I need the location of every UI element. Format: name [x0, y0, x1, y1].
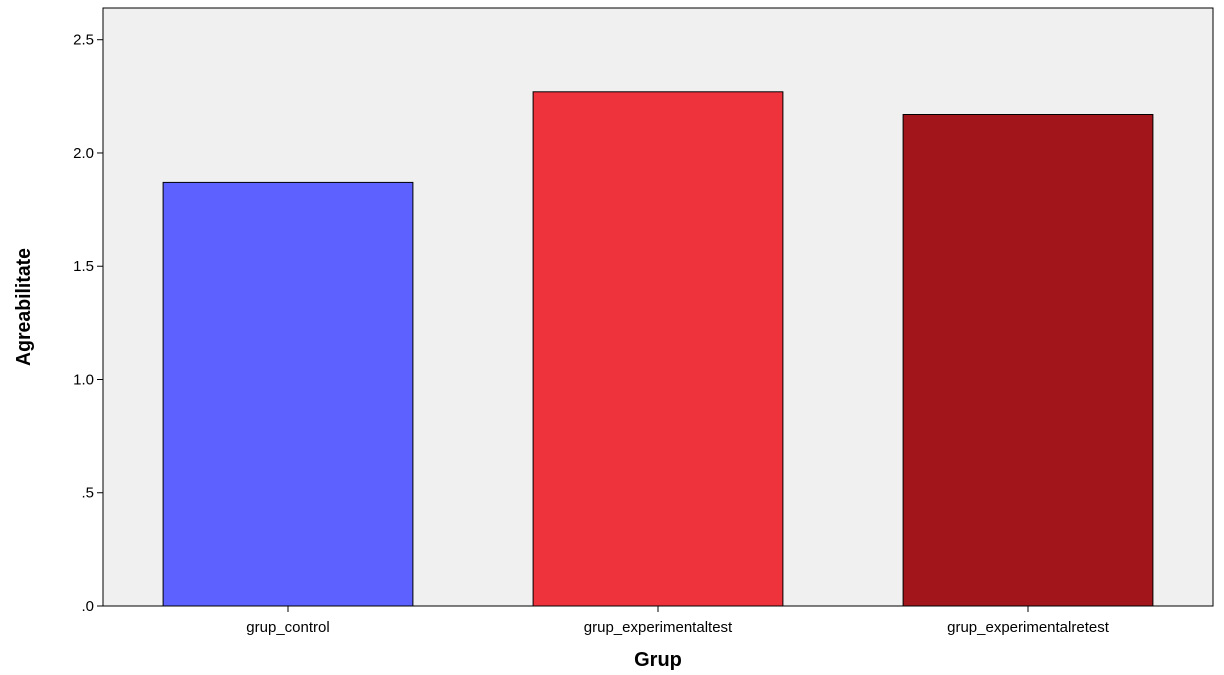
y-tick-label: 2.0	[73, 145, 94, 162]
bars-group	[162, 91, 1154, 607]
bar-grup_experimentalretest	[902, 114, 1154, 607]
y-tick-label: .0	[81, 598, 94, 615]
y-tick-label: 1.0	[73, 371, 94, 388]
y-tick-label: 1.5	[73, 258, 94, 275]
y-tick-label: .5	[81, 485, 94, 502]
bar-grup_control	[162, 181, 414, 607]
x-tick-label: grup_experimentaltest	[584, 619, 733, 636]
y-axis-title: Agreabilitate	[13, 248, 35, 366]
x-tick-label: grup_control	[246, 619, 329, 636]
y-tick-label: 2.5	[73, 32, 94, 49]
bar-grup_experimentaltest	[532, 91, 784, 607]
x-axis-title: Grup	[634, 649, 682, 671]
x-axis: grup_control grup_experimentaltest grup_ex…	[246, 606, 1110, 636]
x-tick-label: grup_experimentalretest	[947, 619, 1110, 636]
y-axis: .0 .5 1.0 1.5 2.0 2.5	[73, 32, 103, 615]
